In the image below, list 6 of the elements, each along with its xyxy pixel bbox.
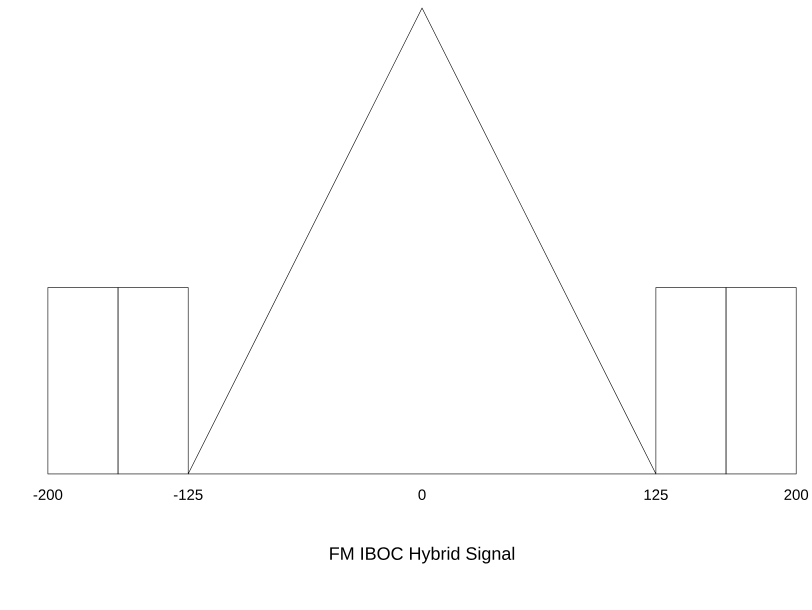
x-tick-label: 200	[784, 490, 808, 500]
x-tick-label: 0	[418, 490, 426, 500]
x-tick-label: 125	[644, 490, 668, 500]
x-tick-label: -125	[174, 490, 203, 500]
x-tick-label: -200	[34, 490, 62, 500]
x-axis-title: FM IBOC Hybrid Signal	[330, 546, 514, 564]
